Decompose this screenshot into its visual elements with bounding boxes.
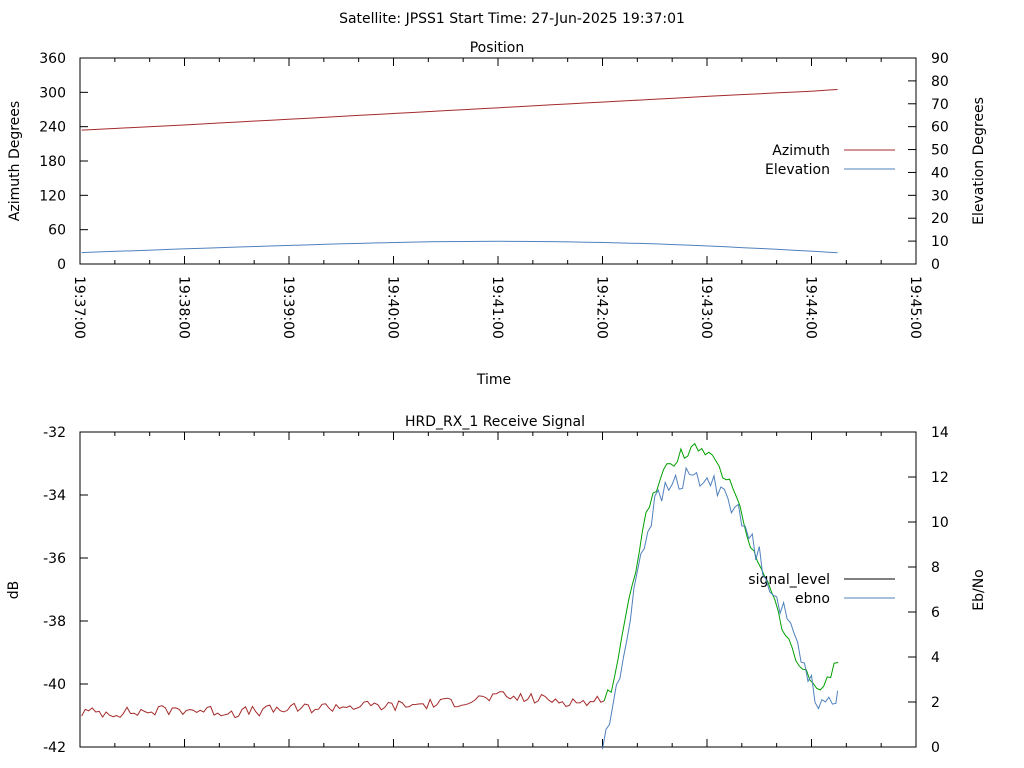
y-tick-label: -32 (43, 425, 66, 441)
x-tick-label: 19:45:00 (907, 276, 923, 339)
series-line-signal_level-segment-1 (603, 442, 839, 701)
legend-label-Elevation: Elevation (765, 162, 830, 178)
x-tick-label: 19:39:00 (280, 276, 296, 339)
series-line-Azimuth (81, 89, 838, 131)
figure-title: Satellite: JPSS1 Start Time: 27-Jun-2025… (339, 11, 685, 27)
position-y-axis-label: Azimuth Degrees (7, 101, 23, 221)
legend-label-Azimuth: Azimuth (772, 143, 830, 159)
x-tick-label: 19:44:00 (803, 276, 819, 339)
y-tick-label: 240 (39, 120, 66, 136)
y2-tick-label: 14 (931, 425, 949, 441)
legend-label-signal_level: signal_level (748, 572, 830, 588)
x-tick-label: 19:42:00 (594, 276, 610, 339)
y2-tick-label: 10 (931, 234, 949, 250)
position-chart: Position 19:37:00 19:38:00 19:39:00 19:40:0… (7, 40, 987, 388)
series-line-Elevation (81, 240, 838, 254)
y2-tick-label: 40 (931, 165, 949, 181)
legend-label-ebno: ebno (795, 591, 830, 607)
y2-tick-label: 4 (931, 650, 940, 666)
y-tick-label: -40 (43, 677, 66, 693)
y-tick-label: 360 (39, 51, 66, 67)
y-tick-label: -42 (43, 740, 66, 756)
series-line-ebno (602, 466, 839, 750)
y2-tick-label: 10 (931, 515, 949, 531)
x-tick-label: 19:41:00 (489, 276, 505, 339)
series-line-signal_level-segment-0 (81, 691, 605, 719)
y2-tick-label: 0 (931, 740, 940, 756)
y2-tick-label: 90 (931, 51, 949, 67)
x-tick-label: 19:40:00 (385, 276, 401, 339)
y2-tick-label: 60 (931, 120, 949, 136)
x-tick-label: 19:37:00 (71, 276, 87, 339)
signal-plot-frame (79, 431, 917, 748)
y-tick-label: 60 (48, 223, 66, 239)
signal-chart-title: HRD_RX_1 Receive Signal (405, 414, 585, 430)
y-tick-label: 300 (39, 85, 66, 101)
y-tick-label: 180 (39, 154, 66, 170)
y-tick-label: -34 (43, 488, 66, 504)
y2-tick-label: 0 (931, 257, 940, 273)
position-x-axis-label: Time (476, 372, 511, 388)
signal-y2-axis-label: Eb/No (971, 569, 987, 611)
x-tick-label: 19:38:00 (176, 276, 192, 339)
y2-tick-label: 50 (931, 143, 949, 159)
y-tick-label: 0 (57, 257, 66, 273)
y2-tick-label: 6 (931, 605, 940, 621)
signal-y-axis-label: dB (6, 581, 22, 600)
y-tick-label: 120 (39, 188, 66, 204)
x-tick-label: 19:43:00 (698, 276, 714, 339)
y2-tick-label: 2 (931, 695, 940, 711)
y2-tick-label: 80 (931, 74, 949, 90)
y2-tick-label: 12 (931, 470, 949, 486)
y2-tick-label: 30 (931, 188, 949, 204)
position-y2-axis-label: Elevation Degrees (971, 97, 987, 225)
signal-chart: HRD_RX_1 Receive Signal -42 -40 -38 -36 -34 -… (6, 414, 987, 756)
position-plot-frame (79, 57, 917, 265)
y-tick-label: -38 (43, 614, 66, 630)
position-chart-title: Position (470, 40, 525, 56)
y-tick-label: -36 (43, 551, 66, 567)
y2-tick-label: 20 (931, 211, 949, 227)
y2-tick-label: 70 (931, 97, 949, 113)
y2-tick-label: 8 (931, 560, 940, 576)
